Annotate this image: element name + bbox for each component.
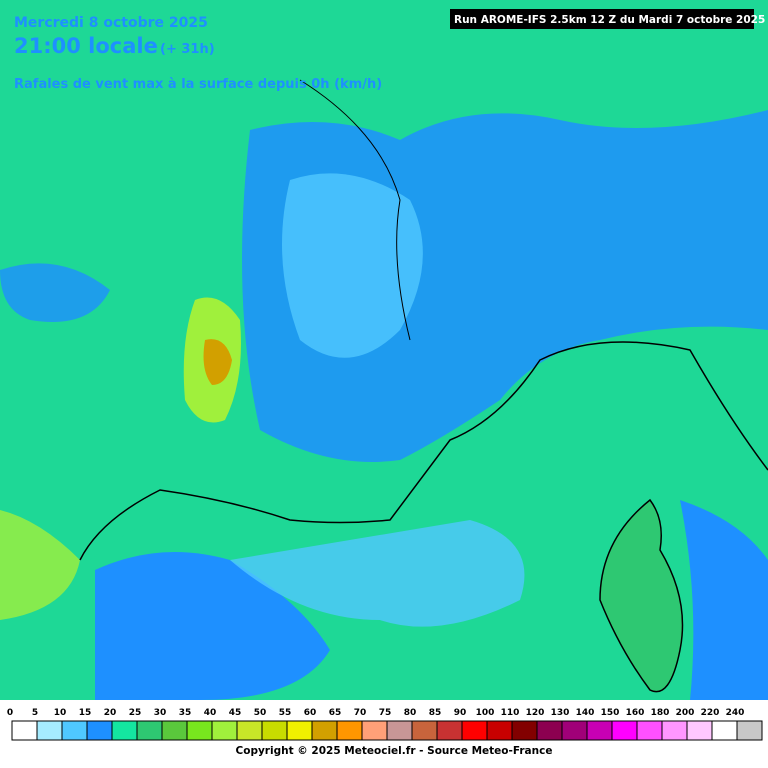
legend-label: 15 <box>79 708 92 718</box>
legend-swatch <box>286 720 313 741</box>
legend-label: 0 <box>7 708 13 718</box>
sea-wind-zone <box>230 520 525 627</box>
time: 21:00 locale <box>14 34 158 58</box>
legend-swatch <box>36 720 63 741</box>
offset: (+ 31h) <box>160 42 215 57</box>
legend-label: 180 <box>651 708 670 718</box>
legend-swatch <box>461 720 488 741</box>
legend-label: 25 <box>129 708 142 718</box>
legend-label: 75 <box>379 708 392 718</box>
legend-label: 10 <box>54 708 67 718</box>
legend-swatch <box>61 720 88 741</box>
legend-label: 80 <box>404 708 417 718</box>
corsica <box>599 498 684 693</box>
legend-swatch <box>511 720 538 741</box>
legend-swatch <box>111 720 138 741</box>
legend-swatch <box>211 720 238 741</box>
legend-swatch <box>86 720 113 741</box>
legend-swatch <box>336 720 363 741</box>
legend-label: 160 <box>626 708 645 718</box>
coast-zone <box>0 510 80 620</box>
legend-label: 40 <box>204 708 217 718</box>
legend-label: 240 <box>726 708 745 718</box>
alps-zone <box>282 173 423 358</box>
legend-swatch <box>311 720 338 741</box>
inland-wind-zone <box>0 263 110 322</box>
legend-label: 140 <box>576 708 595 718</box>
legend-swatch <box>11 720 38 741</box>
legend-label: 90 <box>454 708 467 718</box>
legend-label: 220 <box>701 708 720 718</box>
legend-label: 85 <box>429 708 442 718</box>
legend-label: 70 <box>354 708 367 718</box>
legend-swatch <box>261 720 288 741</box>
legend-swatch <box>411 720 438 741</box>
legend-label: 45 <box>229 708 242 718</box>
legend-label: 35 <box>179 708 192 718</box>
legend: 0 5 10 15 20 25 30 35 40 45 50 55 60 65 70 75 80 85 90 100 1… <box>7 708 763 741</box>
legend-label: 65 <box>329 708 342 718</box>
subtitle: Rafales de vent max à la surface depuis … <box>14 77 382 92</box>
run-info: Run AROME-IFS 2.5km 12 Z du Mardi 7 octo… <box>454 14 765 26</box>
legend-swatch <box>236 720 263 741</box>
legend-label: 30 <box>154 708 167 718</box>
legend-label: 110 <box>501 708 520 718</box>
legend-label: 100 <box>476 708 495 718</box>
legend-swatch <box>636 720 663 741</box>
legend-label: 200 <box>676 708 695 718</box>
legend-swatch <box>611 720 638 741</box>
legend-swatch <box>686 720 713 741</box>
legend-swatch <box>361 720 388 741</box>
border <box>299 79 411 341</box>
legend-swatch <box>486 720 513 741</box>
legend-label: 50 <box>254 708 267 718</box>
coastline <box>79 341 768 561</box>
legend-swatch <box>586 720 613 741</box>
legend-swatch <box>136 720 163 741</box>
legend-label: 20 <box>104 708 117 718</box>
run-box <box>450 9 754 29</box>
legend-label: 60 <box>304 708 317 718</box>
sea-wind-zone <box>680 500 768 700</box>
legend-swatch <box>736 720 763 741</box>
legend-swatch <box>536 720 563 741</box>
legend-swatch <box>161 720 188 741</box>
legend-swatch <box>711 720 738 741</box>
legend-label: 150 <box>601 708 620 718</box>
legend-label: 120 <box>526 708 545 718</box>
legend-swatch <box>436 720 463 741</box>
legend-label: 5 <box>32 708 38 718</box>
legend-swatch <box>561 720 588 741</box>
legend-label: 130 <box>551 708 570 718</box>
legend-swatch <box>186 720 213 741</box>
copyright: Copyright © 2025 Meteociel.fr - Source M… <box>236 745 553 757</box>
ridge-zone <box>203 339 232 385</box>
legend-label: 55 <box>279 708 292 718</box>
legend-swatch <box>661 720 688 741</box>
date: Mercredi 8 octobre 2025 <box>14 15 208 31</box>
legend-swatch <box>386 720 413 741</box>
